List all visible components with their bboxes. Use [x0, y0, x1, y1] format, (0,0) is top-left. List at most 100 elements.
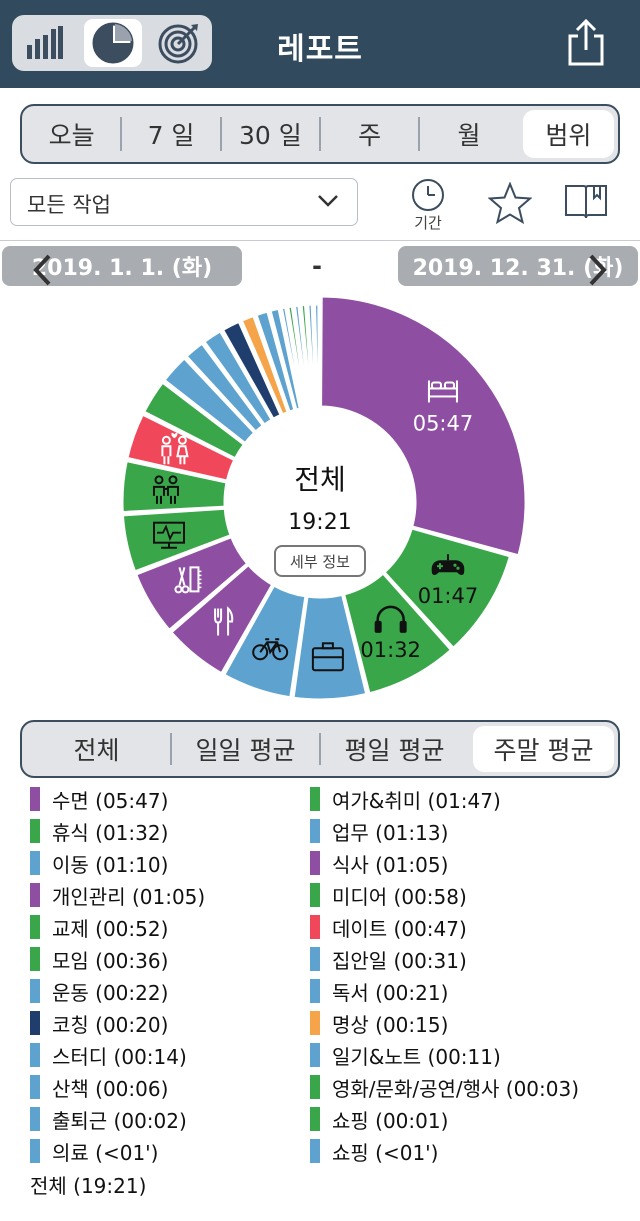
tab-separator: [319, 732, 321, 766]
average-tab[interactable]: 주말 평균: [473, 726, 614, 772]
period-button[interactable]: [410, 178, 446, 218]
legend-swatch: [310, 851, 320, 875]
legend-item: 쇼핑 (<01'): [310, 1137, 438, 1165]
legend-item: 개인관리 (01:05): [30, 881, 205, 909]
legend-item: 이동 (01:10): [30, 849, 168, 877]
pie-slice-7[interactable]: [120, 506, 233, 574]
legend-swatch: [310, 979, 320, 1003]
slice-value-label: 01:47: [418, 584, 479, 608]
favorite-button[interactable]: [487, 181, 533, 228]
detail-button[interactable]: 세부 정보: [274, 545, 366, 577]
period-tabs: 오늘 7 일 30 일 주 월 범위: [20, 104, 620, 164]
legend-swatch: [310, 883, 320, 907]
legend-swatch: [30, 787, 40, 811]
detail-button-label: 세부 정보: [290, 552, 350, 571]
legend-item: 업무 (01:13): [310, 817, 448, 845]
period-tab[interactable]: 30 일: [238, 121, 302, 150]
legend-swatch: [310, 1043, 320, 1067]
legend-swatch: [310, 1075, 320, 1099]
legend-label: 이동 (01:10): [52, 852, 169, 877]
average-tab[interactable]: 일일 평균: [195, 736, 296, 765]
legend-label: 미디어 (00:58): [332, 884, 467, 909]
legend-swatch: [30, 1139, 40, 1163]
period-tab[interactable]: 오늘: [48, 121, 95, 150]
legend-label: 명상 (00:15): [332, 1012, 449, 1037]
legend-item: 코칭 (00:20): [30, 1009, 168, 1037]
briefcase-icon: [311, 642, 344, 672]
divider: [0, 240, 640, 241]
period-tab[interactable]: 주: [358, 121, 382, 150]
task-filter-value: 모든 작업: [27, 193, 111, 217]
bar-chart-icon: [27, 26, 63, 59]
period-tab[interactable]: 범위: [522, 110, 614, 158]
book-icon: [565, 185, 607, 219]
legend-swatch: [30, 851, 40, 875]
donut-chart: 05:47 01:47 01:32: [120, 294, 528, 702]
legend-swatch: [30, 1011, 40, 1035]
legend-label: 쇼핑 (00:01): [332, 1108, 449, 1133]
task-filter-dropdown[interactable]: 모든 작업: [10, 178, 358, 226]
legend-swatch: [310, 947, 320, 971]
pie-slice-23[interactable]: [312, 302, 321, 409]
pie-slice-4[interactable]: [222, 583, 308, 700]
legend-label: 휴식 (01:32): [52, 820, 169, 845]
chart-center-title: 전체: [294, 463, 346, 496]
tab-separator: [319, 117, 321, 151]
legend-swatch: [310, 819, 320, 843]
view-switcher: [12, 15, 212, 71]
pie-slice-9[interactable]: [125, 412, 237, 483]
pie-slice-3[interactable]: [291, 592, 369, 702]
legend-label: 독서 (00:21): [332, 980, 449, 1005]
tab-separator: [219, 117, 222, 151]
pie-chart-view-button[interactable]: [84, 19, 142, 67]
bar-chart-view-button[interactable]: [16, 19, 74, 67]
monitor-icon: [152, 521, 185, 549]
share-icon: [568, 18, 604, 66]
legend-swatch: [310, 1011, 320, 1035]
legend-label: 쇼핑 (<01'): [332, 1140, 439, 1165]
tab-separator: [170, 732, 172, 766]
pie-slice-0[interactable]: [319, 294, 528, 558]
pie-slice-1[interactable]: [382, 526, 512, 650]
legend-label: 스터디 (00:14): [52, 1044, 187, 1069]
legend-label: 데이트 (00:47): [332, 916, 467, 941]
chart-center-total: 19:21: [288, 510, 352, 535]
legend-label: 운동 (00:22): [52, 980, 169, 1005]
legend-item: 식사 (01:05): [310, 849, 448, 877]
gamepad-icon: [431, 554, 465, 575]
share-button[interactable]: [562, 18, 610, 68]
legend-item: 수면 (05:47): [30, 785, 168, 813]
headphones-icon: [374, 605, 407, 633]
chevron-down-icon: [318, 195, 338, 207]
page-title: 레포트: [277, 32, 363, 67]
legend-item: 일기&노트 (00:11): [310, 1041, 501, 1069]
legend-swatch: [30, 1075, 40, 1099]
average-tab[interactable]: 평일 평균: [344, 736, 445, 765]
star-icon: [487, 181, 533, 225]
chevron-right-icon[interactable]: [588, 254, 608, 286]
legend-label: 식사 (01:05): [332, 852, 449, 877]
legend-label: 영화/문화/공연/행사 (00:03): [332, 1076, 580, 1101]
legend-label: 집안일 (00:31): [332, 948, 467, 973]
legend-swatch: [30, 819, 40, 843]
legend-swatch: [310, 915, 320, 939]
pie-slice-2[interactable]: [342, 571, 454, 696]
couple-icon: [161, 432, 189, 465]
legend-label: 의료 (<01'): [52, 1140, 159, 1165]
average-tabs: 전체 일일 평균 평일 평균 주말 평균: [20, 720, 620, 778]
legend-swatch: [30, 1043, 40, 1067]
clock-icon: [412, 179, 444, 211]
start-date: 2019. 1. 1. (화): [31, 256, 213, 281]
legend-label: 교제 (00:52): [52, 916, 169, 941]
pie-slice-6[interactable]: [134, 535, 250, 632]
journal-button[interactable]: [564, 182, 608, 224]
period-tab[interactable]: 월: [457, 121, 481, 150]
legend-item: 산책 (00:06): [30, 1073, 168, 1101]
period-tab[interactable]: 7 일: [147, 121, 195, 150]
legend-item: 교제 (00:52): [30, 913, 168, 941]
chevron-left-icon[interactable]: [32, 254, 52, 286]
bicycle-icon: [252, 638, 289, 661]
end-date: 2019. 12. 31. (화): [412, 256, 624, 281]
average-tab[interactable]: 전체: [73, 736, 120, 765]
goal-view-button[interactable]: [150, 19, 208, 67]
